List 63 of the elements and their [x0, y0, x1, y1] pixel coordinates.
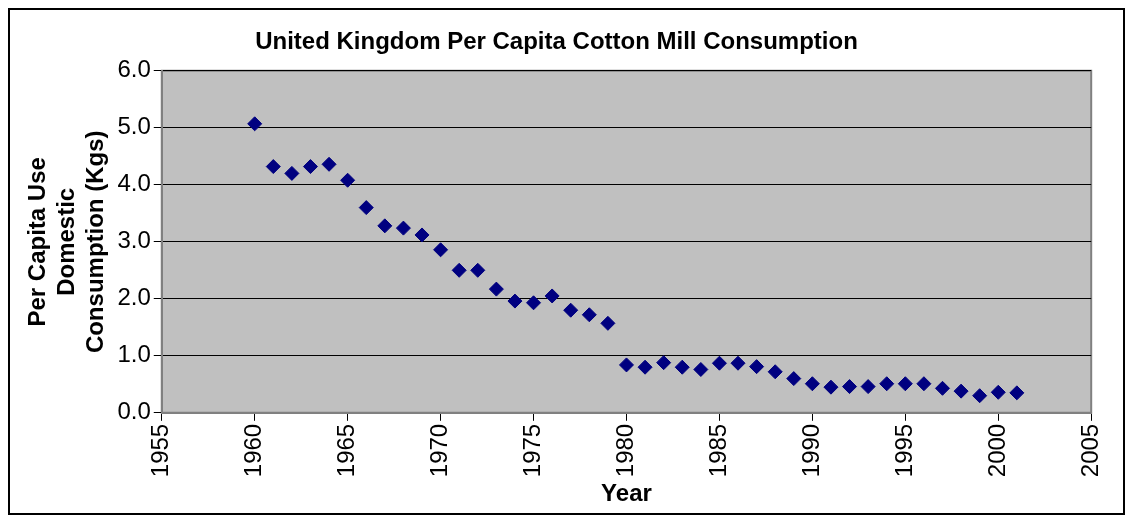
x-tick-label: 1990: [796, 423, 824, 478]
chart-title: United Kingdom Per Capita Cotton Mill Consumption: [255, 27, 858, 55]
x-tick-label: 1955: [146, 423, 174, 478]
point: [488, 281, 504, 297]
point: [247, 116, 263, 132]
point: [581, 307, 597, 323]
point: [451, 262, 467, 278]
point: [321, 156, 337, 172]
x-tick-label: 1995: [889, 423, 917, 478]
x-tick-label: 2005: [1075, 423, 1103, 478]
point: [265, 159, 281, 175]
point: [563, 302, 579, 318]
point: [953, 383, 969, 399]
point: [990, 384, 1006, 400]
point: [767, 364, 783, 380]
point: [730, 355, 746, 371]
y-tick-label: 1.0: [117, 340, 151, 368]
point: [823, 379, 839, 395]
y-tick-label: 3.0: [117, 226, 151, 254]
y-tick-label: 5.0: [117, 112, 151, 140]
point: [860, 379, 876, 395]
point: [934, 380, 950, 396]
point: [749, 359, 765, 375]
point: [618, 357, 634, 373]
point: [395, 220, 411, 236]
y-tick-label: 2.0: [117, 283, 151, 311]
x-tick-label: 1985: [704, 423, 732, 478]
point: [842, 379, 858, 395]
y-axis-title: Per Capita Use Domestic Consumption (Kgs): [23, 130, 108, 354]
point: [284, 165, 300, 181]
point: [526, 295, 542, 311]
x-tick-label: 1965: [332, 423, 360, 478]
point: [507, 293, 523, 309]
x-tick-label: 1960: [239, 423, 267, 478]
point: [433, 242, 449, 258]
point: [674, 359, 690, 375]
y-tick-label: 4.0: [117, 169, 151, 197]
point: [637, 359, 653, 375]
point: [786, 371, 802, 387]
point: [470, 262, 486, 278]
x-tick-label: 1980: [611, 423, 639, 478]
point: [544, 288, 560, 304]
point: [879, 376, 895, 392]
point: [600, 315, 616, 331]
x-tick-label: 1970: [425, 423, 453, 478]
y-tick-label: 0.0: [117, 397, 151, 425]
y-tick-label: 6.0: [117, 55, 151, 83]
point: [916, 376, 932, 392]
point: [302, 159, 318, 175]
point: [897, 376, 913, 392]
point: [377, 218, 393, 234]
point: [804, 376, 820, 392]
point: [1009, 385, 1025, 401]
point: [656, 355, 672, 371]
x-axis-title: Year: [601, 479, 652, 507]
point: [711, 355, 727, 371]
point: [358, 200, 374, 216]
point: [693, 361, 709, 377]
x-tick-label: 2000: [982, 423, 1010, 478]
point: [340, 172, 356, 188]
point: [972, 388, 988, 404]
point: [414, 227, 430, 243]
x-tick-label: 1975: [518, 423, 546, 478]
